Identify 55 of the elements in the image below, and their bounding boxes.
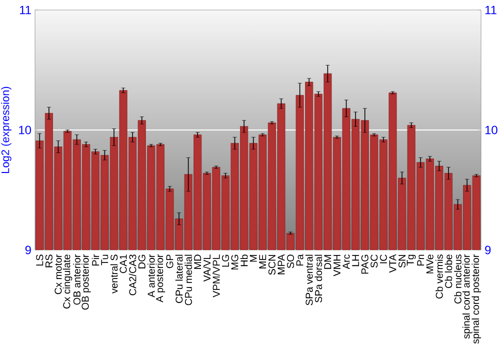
x-tick-label: DM [324,255,332,269]
x-tick-label: CPu medial [184,254,192,306]
y2-tick-label: 9 [485,246,491,254]
x-tick-label: VPM/VPL [212,254,220,298]
x-tick-label: RS [45,254,52,268]
x-tick-label: Tu [101,254,108,266]
x-tick-label: SPa ventral [305,254,313,306]
x-tick-label: Cb lobe [444,254,452,288]
x-tick-label: A posterior [156,254,166,302]
x-tick-label: CA2/CA3 [128,254,136,296]
x-tick-label: Cx cingulate [62,254,72,309]
x-tick-label: Cb vermis [436,254,443,299]
x-tick-label: Arc [342,254,350,270]
x-tick-label: spinal cord posterior [472,254,481,344]
x-tick-label: CA1 [120,254,127,274]
x-tick-label: VA/VL [203,254,211,282]
x-tick-label: LG [222,254,230,267]
x-tick-label: VTA [389,254,396,273]
x-tick-label: OB posterior [81,254,91,310]
x-tick-label: A anterior [147,254,155,298]
x-tick-label: SPa dorsal [314,254,322,302]
x-tick-label: M [250,255,257,262]
x-tick-label: SC [370,254,378,268]
y-tick-label: 9 [25,246,31,254]
x-tick-label: Pir [92,254,100,266]
x-tick-label: GP [166,254,174,268]
x-tick-label: LH [352,254,359,266]
x-tick-label: Pn [417,254,424,266]
x-tick-label: SN [398,254,406,268]
x-tick-label: Hb [240,254,248,266]
x-tick-label: IC [380,254,387,264]
x-tick-label: LS [36,254,44,266]
x-tick-label: DG [138,254,146,268]
x-tick-label: ventral S [110,254,118,294]
x-tick-label: OB anterior [73,254,80,305]
y-axis-title: Log2 (expression) [1,86,12,173]
y2-tick-label: 11 [485,6,496,14]
x-tick-label: PAG [361,254,368,274]
x-tick-label: spinal cord anterior [462,254,472,339]
x-tick-label: ME [259,254,266,268]
x-tick-label: Cb nucleus [454,254,462,304]
y-tick-label: 10 [19,126,32,134]
x-tick-label: MG [231,254,238,270]
x-tick-label: SCN [268,254,276,275]
y-tick-label: 11 [20,6,31,14]
x-tick-label: MD [194,254,202,269]
y2-tick-label: 10 [485,126,498,134]
x-tick-label: SO [287,254,294,268]
x-tick-label: Cx motor [54,254,62,294]
x-tick-label: MPA [278,254,285,274]
x-tick-label: Pa [296,254,304,266]
x-tick-label: Tg [406,254,416,266]
x-tick-label: CPu lateral [175,254,183,303]
x-tick-label: MVe [426,254,434,274]
x-tick-label: VMH [334,254,340,276]
